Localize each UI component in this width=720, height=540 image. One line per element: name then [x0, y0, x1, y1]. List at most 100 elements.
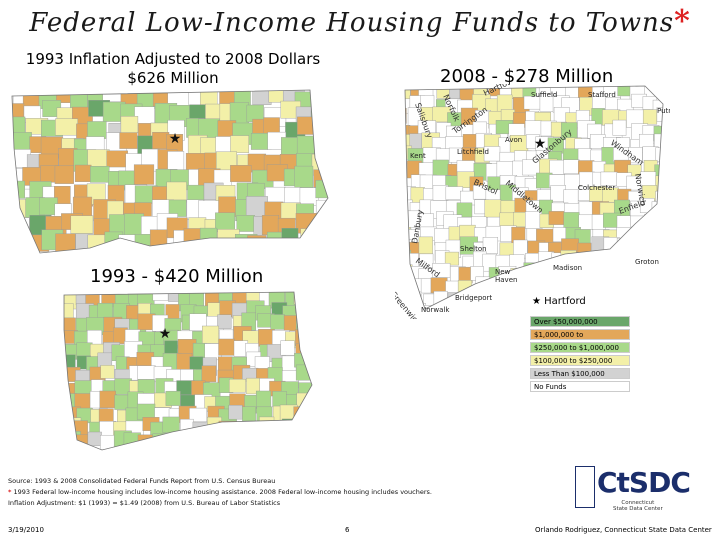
label-new-haven-1: New [495, 268, 511, 276]
logo-brand: CtSDC [597, 466, 691, 499]
state-outline [63, 291, 313, 451]
town-region [133, 164, 155, 185]
town-region [201, 429, 219, 446]
label-hartford-vertical: Hartford [482, 84, 516, 98]
map-1993-adjusted: ★ [11, 89, 329, 254]
legend-item: $100,000 to $250,000 [530, 354, 630, 366]
town-region [119, 132, 138, 149]
town-region [218, 338, 235, 356]
town-region [100, 365, 115, 379]
town-region [70, 215, 94, 234]
footer-page-number: 6 [345, 526, 350, 534]
town-region [188, 430, 205, 445]
map-1993-caption: 1993 - $420 Million [90, 266, 264, 287]
town-region [310, 102, 328, 124]
town-region [228, 404, 243, 420]
town-region [90, 166, 110, 183]
town-region [118, 234, 137, 253]
star-icon: ★ [532, 296, 541, 307]
label-kent: Kent [410, 152, 426, 160]
town-region [419, 253, 434, 268]
logo-tagline: Connecticut State Data Center [613, 500, 663, 512]
town-region [137, 379, 155, 394]
town-region [163, 435, 179, 450]
town-region [102, 90, 122, 102]
town-region [87, 431, 102, 447]
map-2008-caption: 2008 - $278 Million [440, 66, 614, 87]
town-region [218, 420, 237, 437]
source-notes: Source: 1993 & 2008 Consolidated Federal… [8, 476, 432, 509]
town-region [295, 420, 311, 436]
town-region [229, 429, 248, 449]
town-region [244, 433, 259, 450]
town-region [149, 229, 168, 252]
town-region [315, 217, 328, 241]
town-region [280, 435, 298, 450]
legend-swatch: $100,000 to $250,000 [530, 354, 630, 366]
town-region [199, 90, 218, 105]
label-glastonbury: Glastonbury [531, 127, 574, 165]
town-region [280, 340, 295, 356]
town-region [295, 299, 310, 314]
town-region [313, 119, 328, 140]
town-region [444, 251, 459, 266]
town-region [152, 292, 169, 301]
town-region [293, 292, 312, 305]
town-region [315, 137, 328, 160]
map-1993: ★ [63, 291, 313, 451]
label-norfolk: Norfolk [441, 93, 461, 123]
town-region [294, 165, 314, 188]
legend-item: Over $50,000,000 [530, 315, 630, 327]
town-region [12, 234, 32, 253]
town-region [296, 392, 312, 407]
title-asterisk: * [674, 4, 691, 39]
town-region [269, 422, 287, 441]
town-region [295, 329, 311, 347]
town-region [55, 118, 78, 136]
footnote-asterisk: * [8, 488, 12, 496]
town-region [120, 116, 139, 134]
town-region [189, 292, 204, 307]
label-putnam: Putnam [657, 107, 670, 115]
legend-swatch: Less Than $100,000 [530, 367, 630, 379]
footer-date: 3/19/2010 [8, 526, 44, 534]
legend-swatch: No Funds [530, 380, 630, 392]
label-windham-2: Enfield [618, 198, 647, 216]
map-legend: Over $50,000,000$1,000,000 to $50,000,00… [530, 315, 630, 393]
town-region [201, 365, 217, 383]
town-region [183, 228, 201, 246]
town-region [167, 151, 185, 171]
state-outline [404, 85, 664, 310]
footer-author: Orlando Rodriguez, Connecticut State Dat… [535, 526, 712, 534]
label-bridgeport: Bridgeport [455, 294, 492, 302]
town-region [315, 180, 328, 199]
hartford-star-icon: ★ [169, 131, 182, 147]
town-region [270, 314, 285, 330]
label-bristol: Bristol [472, 178, 499, 197]
legend-swatch: Over $50,000,000 [530, 315, 630, 327]
source-line2: * 1993 Federal low-income housing includ… [8, 488, 432, 496]
hartford-star-icon: ★ [534, 136, 547, 152]
town-region [230, 135, 250, 153]
state-outline [11, 89, 329, 254]
ctsdc-logo: CtSDC Connecticut State Data Center [575, 462, 700, 522]
town-region [285, 292, 299, 306]
town-region [281, 228, 299, 246]
town-region [98, 408, 114, 424]
town-region [255, 390, 272, 409]
town-region [295, 364, 311, 381]
town-region [283, 315, 298, 332]
label-madison: Madison [553, 264, 582, 272]
town-region [293, 434, 309, 450]
town-region [612, 119, 627, 136]
label-new-haven-2: Haven [495, 276, 517, 284]
town-region [202, 325, 219, 344]
legend-item: $250,000 to $1,000,000 [530, 341, 630, 353]
town-region [74, 164, 92, 182]
town-region [124, 213, 145, 236]
legend-swatch: $1,000,000 to $50,000,000 [530, 328, 630, 350]
town-region [192, 421, 210, 438]
town-region [177, 430, 193, 445]
legend-item: Less Than $100,000 [530, 367, 630, 379]
source-line3: Inflation Adjustment: $1 (1993) = $1.49 … [8, 499, 281, 507]
